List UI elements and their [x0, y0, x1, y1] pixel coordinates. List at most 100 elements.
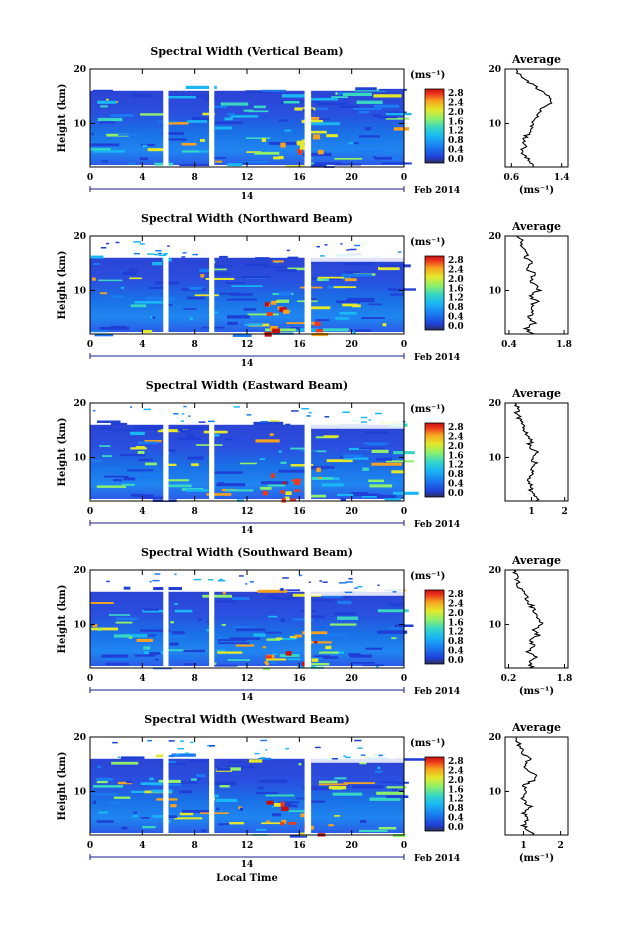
x-tick-label: 0 [401, 507, 407, 517]
heatmap-cell [303, 152, 332, 157]
heatmap-cell [121, 483, 135, 486]
sparse-cell [260, 739, 268, 742]
heatmap-hotspot [266, 800, 274, 805]
profile-y-tick-label: 10 [488, 119, 501, 129]
heatmap-cell [317, 279, 324, 281]
heatmap-body [90, 570, 414, 670]
heatmap-cell [384, 498, 401, 501]
y-tick-label: 20 [73, 65, 86, 75]
x-tick-label: 20 [345, 841, 358, 851]
heatmap-hotspot [289, 498, 297, 502]
sparse-cell [291, 410, 299, 412]
profile-x-tick-label: 0.6 [503, 173, 519, 183]
day-label: 14 [241, 693, 254, 703]
x-tick-label: 0 [87, 841, 93, 851]
heatmap-cell [253, 633, 266, 637]
heatmap-cell [156, 635, 187, 638]
heatmap-cell [218, 636, 222, 640]
heatmap-hotspot [262, 490, 268, 496]
heatmap-cell [287, 658, 311, 661]
sparse-cell [260, 420, 269, 423]
heatmap-cell [375, 770, 383, 773]
beam-panel-1: Spectral Width (Northward Beam) 20 10 Heigh… [57, 212, 572, 369]
profile-title: Average [511, 53, 561, 66]
heatmap-hotspot [288, 821, 297, 825]
sparse-cell [117, 756, 120, 759]
sparse-cell [392, 591, 397, 593]
heatmap-cell [373, 94, 402, 98]
heatmap-cell [189, 760, 209, 763]
heatmap-cell [387, 111, 407, 114]
day-label: 14 [241, 192, 254, 202]
heatmap-cell [179, 812, 194, 816]
heatmap-cell [322, 595, 343, 598]
heatmap-cell [346, 804, 378, 807]
data-gap [163, 69, 169, 167]
heatmap-cell [101, 160, 108, 163]
heatmap-cell [371, 449, 389, 453]
heatmap-cell [272, 260, 284, 263]
y-tick-label: 10 [73, 453, 86, 463]
sparse-cell [153, 253, 159, 256]
heatmap-cell [137, 425, 165, 428]
profile-y-tick-label: 20 [488, 232, 501, 242]
heatmap-cell [187, 456, 204, 460]
heatmap-cell [379, 88, 407, 91]
heatmap-cell [317, 276, 344, 279]
heatmap-cell [372, 494, 396, 499]
profile-y-tick-label: 20 [488, 566, 501, 576]
sparse-cell [245, 583, 248, 585]
sparse-cell [249, 581, 254, 583]
sparse-cell [357, 747, 363, 750]
heatmap-cell [222, 592, 226, 595]
heatmap-cell [205, 621, 212, 623]
heatmap-hotspot [266, 820, 271, 823]
sparse-cell [322, 581, 328, 583]
heatmap-cell [308, 465, 335, 470]
y-axis-label: Height (km) [57, 418, 68, 487]
heatmap-cell [92, 89, 113, 92]
heatmap-cell [316, 102, 348, 105]
heatmap-cell [334, 157, 363, 160]
sparse-cell [147, 253, 155, 255]
profile-x-tick-label: 2 [557, 841, 563, 851]
heatmap-cell [137, 451, 145, 455]
heatmap-cell [280, 588, 284, 592]
beam-panel-4: Spectral Width (Westward Beam)2010Height… [57, 713, 569, 884]
heatmap-hotspot [281, 806, 289, 811]
heatmap-cell [214, 121, 243, 125]
heatmap-cell [113, 796, 131, 799]
profile-x-tick-label: 1.8 [556, 340, 572, 350]
heatmap-cell [194, 294, 219, 297]
sparse-cell [308, 581, 311, 584]
heatmap-cell [226, 315, 250, 319]
x-tick-label: 0 [87, 173, 93, 183]
heatmap-cell [151, 789, 173, 793]
x-tick-label: 0 [401, 841, 407, 851]
heatmap-cell [353, 141, 380, 144]
heatmap-hotspot [281, 819, 287, 824]
x-axis-label: Local Time [216, 873, 278, 884]
heatmap-cell [342, 92, 372, 97]
heatmap-cell [369, 797, 401, 801]
heatmap-cell [174, 609, 193, 613]
heatmap-cell [309, 615, 325, 619]
heatmap-hotspot [300, 832, 306, 836]
heatmap-cell [168, 448, 176, 452]
heatmap-cell [323, 435, 339, 438]
heatmap-cell [99, 326, 130, 330]
heatmap-cell [319, 651, 339, 654]
heatmap-cell [377, 266, 400, 271]
heatmap-cell [99, 121, 116, 124]
heatmap-cell [368, 303, 383, 306]
heatmap-cell [283, 101, 300, 104]
heatmap-cell [211, 265, 232, 268]
heatmap-cell [179, 430, 191, 433]
profile-x-axis-label: (ms⁻¹) [519, 185, 554, 196]
profile-x-axis-label: (ms⁻¹) [519, 686, 554, 697]
heatmap-cell [304, 641, 332, 644]
profile-y-tick-label: 10 [488, 286, 501, 296]
heatmap-cell [268, 615, 278, 618]
heatmap-cell [227, 321, 238, 325]
sparse-cell [344, 591, 353, 594]
